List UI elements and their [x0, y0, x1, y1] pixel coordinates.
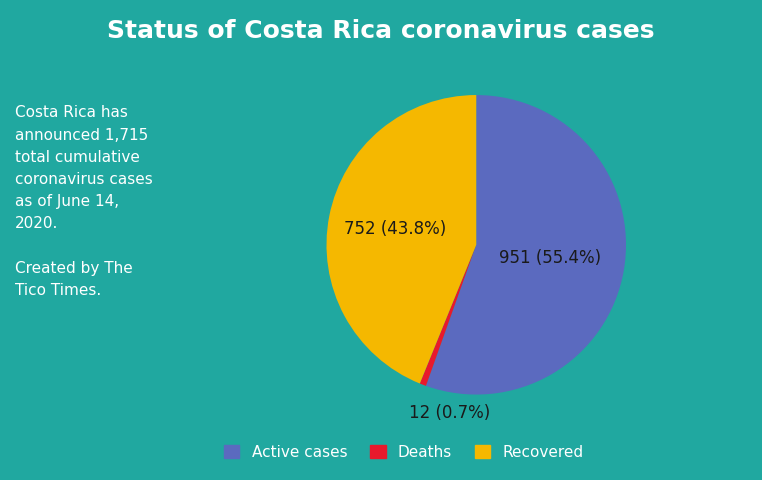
Text: 12 (0.7%): 12 (0.7%)	[408, 404, 490, 421]
Text: Costa Rica has
announced 1,715
total cumulative
coronavirus cases
as of June 14,: Costa Rica has announced 1,715 total cum…	[15, 105, 153, 298]
Text: 752 (43.8%): 752 (43.8%)	[344, 220, 447, 238]
Legend: Active cases, Deaths, Recovered: Active cases, Deaths, Recovered	[216, 437, 591, 468]
Wedge shape	[420, 245, 476, 386]
Wedge shape	[326, 95, 476, 384]
Text: 951 (55.4%): 951 (55.4%)	[499, 249, 601, 266]
Text: Status of Costa Rica coronavirus cases: Status of Costa Rica coronavirus cases	[107, 19, 655, 43]
Wedge shape	[426, 95, 626, 395]
